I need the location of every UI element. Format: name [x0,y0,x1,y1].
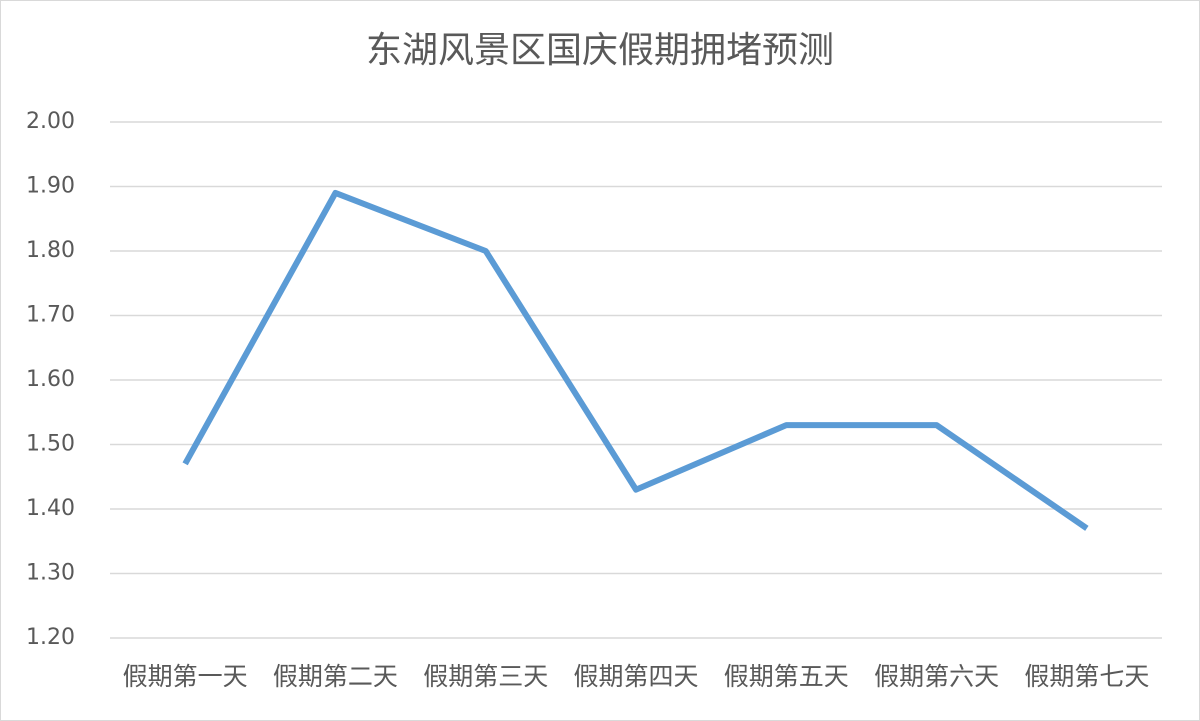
x-tick-label: 假期第六天 [874,662,999,691]
x-tick-label: 假期第七天 [1024,662,1149,691]
y-tick-label: 1.70 [26,303,75,328]
x-tick-label: 假期第二天 [273,662,398,691]
chart-title: 东湖风景区国庆假期拥堵预测 [366,30,834,71]
data-line [182,189,1089,531]
y-tick-label: 1.90 [26,174,75,199]
y-tick-label: 1.30 [26,561,75,586]
y-tick-label: 2.00 [26,109,75,134]
x-tick-label: 假期第三天 [423,662,548,691]
x-tick-label: 假期第五天 [724,662,849,691]
y-tick-label: 1.20 [26,625,75,650]
x-tick-label: 假期第四天 [573,662,698,691]
y-tick-label: 1.50 [26,432,75,457]
y-tick-label: 1.60 [26,367,75,392]
y-tick-label: 1.40 [26,496,75,521]
x-tick-label: 假期第一天 [123,662,248,691]
y-tick-label: 1.80 [26,238,75,263]
